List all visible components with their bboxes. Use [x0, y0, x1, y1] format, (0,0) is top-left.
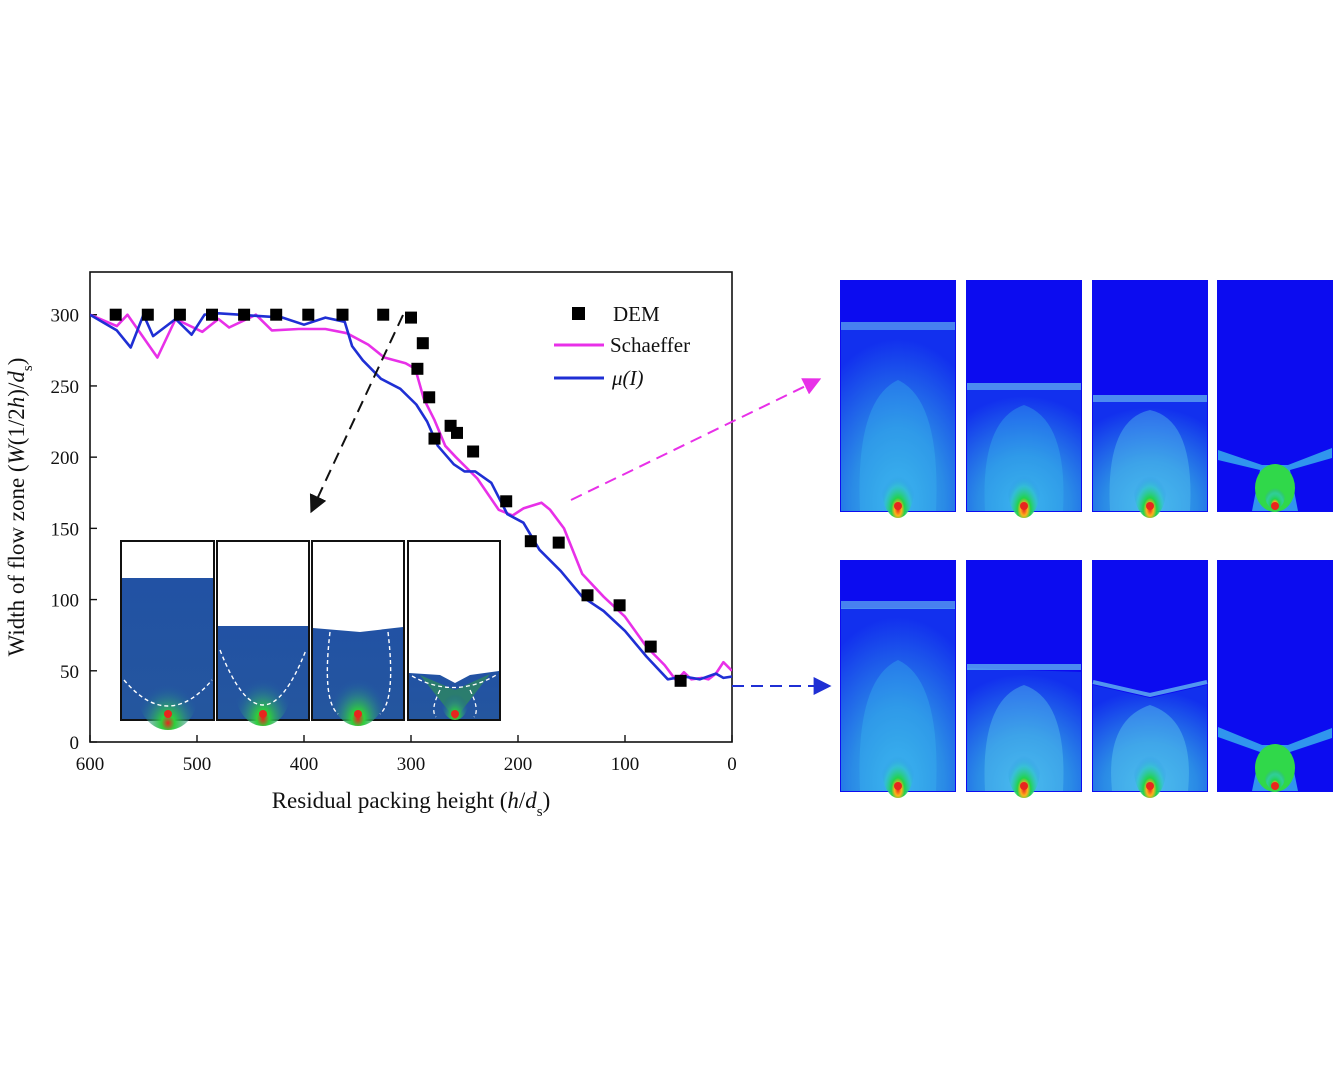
x-tick-label: 400 [290, 754, 319, 775]
dem-point [377, 308, 390, 321]
x-tick-label: 500 [183, 754, 212, 775]
dem-point [467, 445, 480, 458]
dem-point [423, 391, 436, 404]
inset-panel-3 [311, 540, 405, 726]
dem-point [613, 599, 626, 612]
schaeffer-panel-2 [966, 280, 1082, 518]
dem-point [411, 362, 424, 375]
dem-point [109, 308, 122, 321]
legend-dem-label: DEM [613, 302, 660, 326]
dem-point [674, 674, 687, 687]
chart: 600 500 400 300 200 100 0 0 50 100 150 200 250 300 [4, 271, 737, 820]
mu-i-snapshots [840, 560, 1333, 798]
dem-point [173, 308, 186, 321]
mu-i-panel-2 [966, 560, 1082, 798]
series-line-mu-i [90, 312, 732, 681]
dem-point [581, 589, 594, 602]
legend-mu-i-label: μ(I) [611, 366, 644, 390]
schaeffer-panel-1 [840, 280, 956, 518]
schaeffer-snapshots [840, 280, 1333, 518]
dem-point [451, 426, 463, 439]
y-tick-label: 0 [70, 733, 80, 754]
x-axis-title: Residual packing height (h/ds) [272, 788, 551, 820]
dem-point [405, 311, 417, 324]
x-tick-label: 100 [611, 754, 640, 775]
legend: DEM Schaeffer μ(I) [554, 302, 690, 390]
annotation-arrows [309, 314, 832, 695]
schaeffer-panel-4 [1217, 280, 1333, 512]
inset-panel-4 [407, 540, 501, 721]
y-tick-label: 250 [51, 377, 80, 398]
dem-point [206, 308, 218, 321]
dem-snapshot-inset [118, 538, 502, 730]
legend-schaeffer-label: Schaeffer [610, 333, 690, 357]
x-tick-label: 300 [397, 754, 426, 775]
series-layer [90, 308, 732, 687]
dem-point [302, 308, 315, 321]
mu-i-panel-4 [1217, 560, 1333, 792]
y-tick-label: 50 [60, 662, 79, 683]
y-tick-label: 300 [51, 306, 80, 327]
legend-dem-marker [572, 307, 585, 320]
y-axis-title: Width of flow zone (W(1/2h)/ds) [4, 358, 36, 657]
x-tick-label: 200 [504, 754, 533, 775]
y-tick-label: 100 [51, 591, 80, 612]
dem-point [416, 337, 429, 350]
dem-point [336, 308, 349, 321]
schaeffer-panel-3 [1092, 280, 1208, 518]
dem-point [552, 536, 565, 549]
x-tick-label: 600 [76, 754, 105, 775]
x-tick-label: 0 [727, 754, 737, 775]
dem-point [524, 535, 537, 548]
inset-panel-2 [216, 540, 310, 726]
mu-i-panel-3 [1092, 560, 1208, 798]
y-tick-label: 150 [51, 519, 80, 540]
x-axis: 600 500 400 300 200 100 0 [76, 735, 737, 775]
y-axis: 0 50 100 150 200 250 300 [51, 306, 97, 754]
dem-point [428, 432, 441, 445]
dem-point [500, 495, 513, 508]
dem-point [644, 640, 657, 653]
dem-point [141, 308, 154, 321]
y-tick-label: 200 [51, 448, 80, 469]
inset-panel-1 [120, 540, 215, 730]
dem-point [270, 308, 283, 321]
mu-i-panel-1 [840, 560, 956, 798]
dem-point [238, 308, 251, 321]
arrow-to-schaeffer-snapshots [570, 378, 822, 501]
arrow-to-inset [309, 314, 404, 514]
